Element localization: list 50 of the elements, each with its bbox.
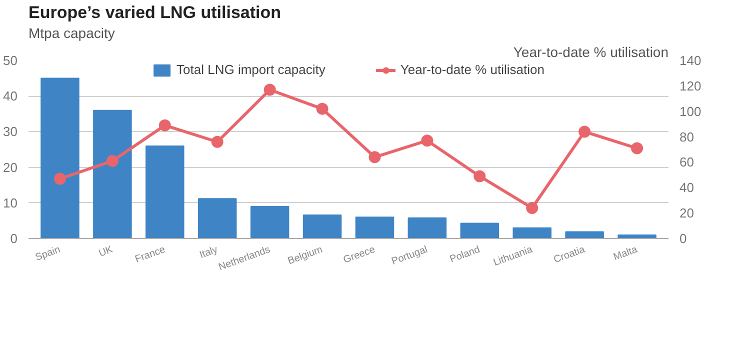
point: [106, 154, 118, 167]
y2-tick-label: 120: [680, 78, 702, 94]
point: [368, 151, 381, 164]
legend-label: Year-to-date % utilisation: [400, 62, 544, 77]
bar: [250, 206, 290, 238]
y-tick-label: 50: [3, 53, 18, 68]
y2-tick-label: 140: [680, 53, 702, 68]
y-axis-title: Mtpa capacity: [28, 25, 115, 41]
bar: [565, 231, 604, 238]
point: [158, 119, 171, 132]
x-tick-label: Croatia: [552, 244, 587, 266]
y2-tick-label: 40: [680, 180, 694, 196]
point: [264, 84, 276, 96]
legend-label: Total LNG import capacity: [176, 62, 326, 77]
bar: [512, 227, 552, 238]
chart-title: Europe’s varied LNG utilisation: [28, 3, 282, 22]
x-tick-label: Spain: [34, 244, 62, 264]
bar: [40, 78, 80, 238]
x-tick-label: Greece: [342, 244, 378, 266]
point: [526, 202, 538, 214]
bar: [146, 145, 184, 238]
y2-tick-label: 100: [680, 104, 702, 119]
point: [421, 134, 434, 147]
y2-tick-label: 80: [680, 129, 694, 144]
point: [631, 142, 644, 154]
x-tick-label: France: [134, 244, 168, 266]
bar: [460, 222, 500, 238]
bar: [355, 216, 394, 238]
y2-tick-label: 60: [680, 154, 694, 170]
y2-tick-label: 0: [680, 231, 687, 246]
y2-tick-label: 20: [680, 206, 694, 221]
y-tick-label: 30: [3, 124, 18, 140]
x-tick-label: Italy: [198, 244, 220, 261]
y-tick-label: 0: [10, 231, 18, 246]
point: [316, 102, 328, 115]
x-tick-label: Malta: [612, 244, 640, 264]
bar: [198, 198, 237, 238]
x-tick-label: UK: [98, 244, 115, 260]
bar: [302, 214, 342, 238]
y-tick-label: 40: [3, 88, 18, 104]
y-tick-label: 20: [3, 160, 18, 175]
bar: [93, 110, 132, 238]
y2-axis-title: Year-to-date % utilisation: [513, 44, 669, 60]
bar: [408, 217, 447, 238]
point: [474, 170, 486, 182]
y-tick-label: 10: [3, 195, 18, 210]
point: [54, 172, 66, 185]
point: [578, 126, 591, 138]
x-tick-label: Belgium: [286, 244, 324, 268]
point: [211, 136, 224, 148]
